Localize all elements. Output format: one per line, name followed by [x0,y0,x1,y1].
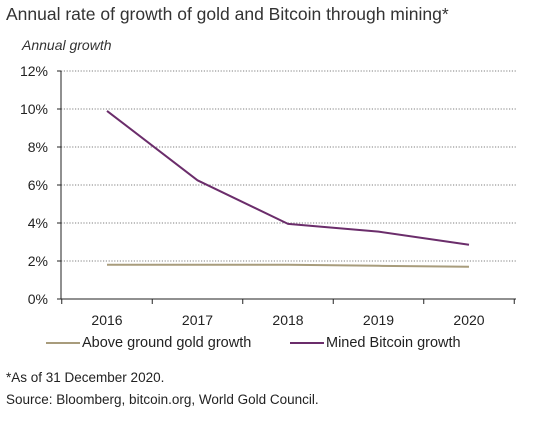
legend-swatch-gold [46,342,80,344]
legend-item-gold: Above ground gold growth [46,335,251,351]
x-tick-label: 2020 [453,312,484,328]
y-tick-labels: 0% 2% 4% 6% 8% 10% 12% [20,63,48,307]
legend-swatch-bitcoin [290,342,324,344]
x-tick-labels: 2016 2017 2018 2019 2020 [91,312,484,328]
y-tick-label: 2% [28,253,48,269]
legend-label-gold: Above ground gold growth [82,335,252,351]
y-tick-label: 4% [28,215,48,231]
legend-label-bitcoin: Mined Bitcoin growth [326,335,461,351]
chart-title: Annual rate of growth of gold and Bitcoi… [6,4,449,24]
grid-lines [61,70,516,262]
x-tick-label: 2016 [91,312,122,328]
y-tick-label: 6% [28,177,48,193]
series-line-bitcoin [106,110,470,246]
footnote: *As of 31 December 2020. [6,370,165,385]
axes [57,70,516,304]
x-tick-label: 2018 [272,312,303,328]
series-line-gold [107,263,470,268]
legend-item-bitcoin: Mined Bitcoin growth [290,335,461,351]
x-tick-label: 2019 [363,312,394,328]
y-tick-label: 12% [20,63,48,79]
y-tick-label: 8% [28,139,48,155]
x-tick-label: 2017 [182,312,213,328]
y-tick-label: 10% [20,101,48,117]
y-tick-label: 0% [28,291,48,307]
source-note: Source: Bloomberg, bitcoin.org, World Go… [6,392,319,407]
y-axis-label: Annual growth [22,37,112,53]
series-lines [106,110,470,268]
